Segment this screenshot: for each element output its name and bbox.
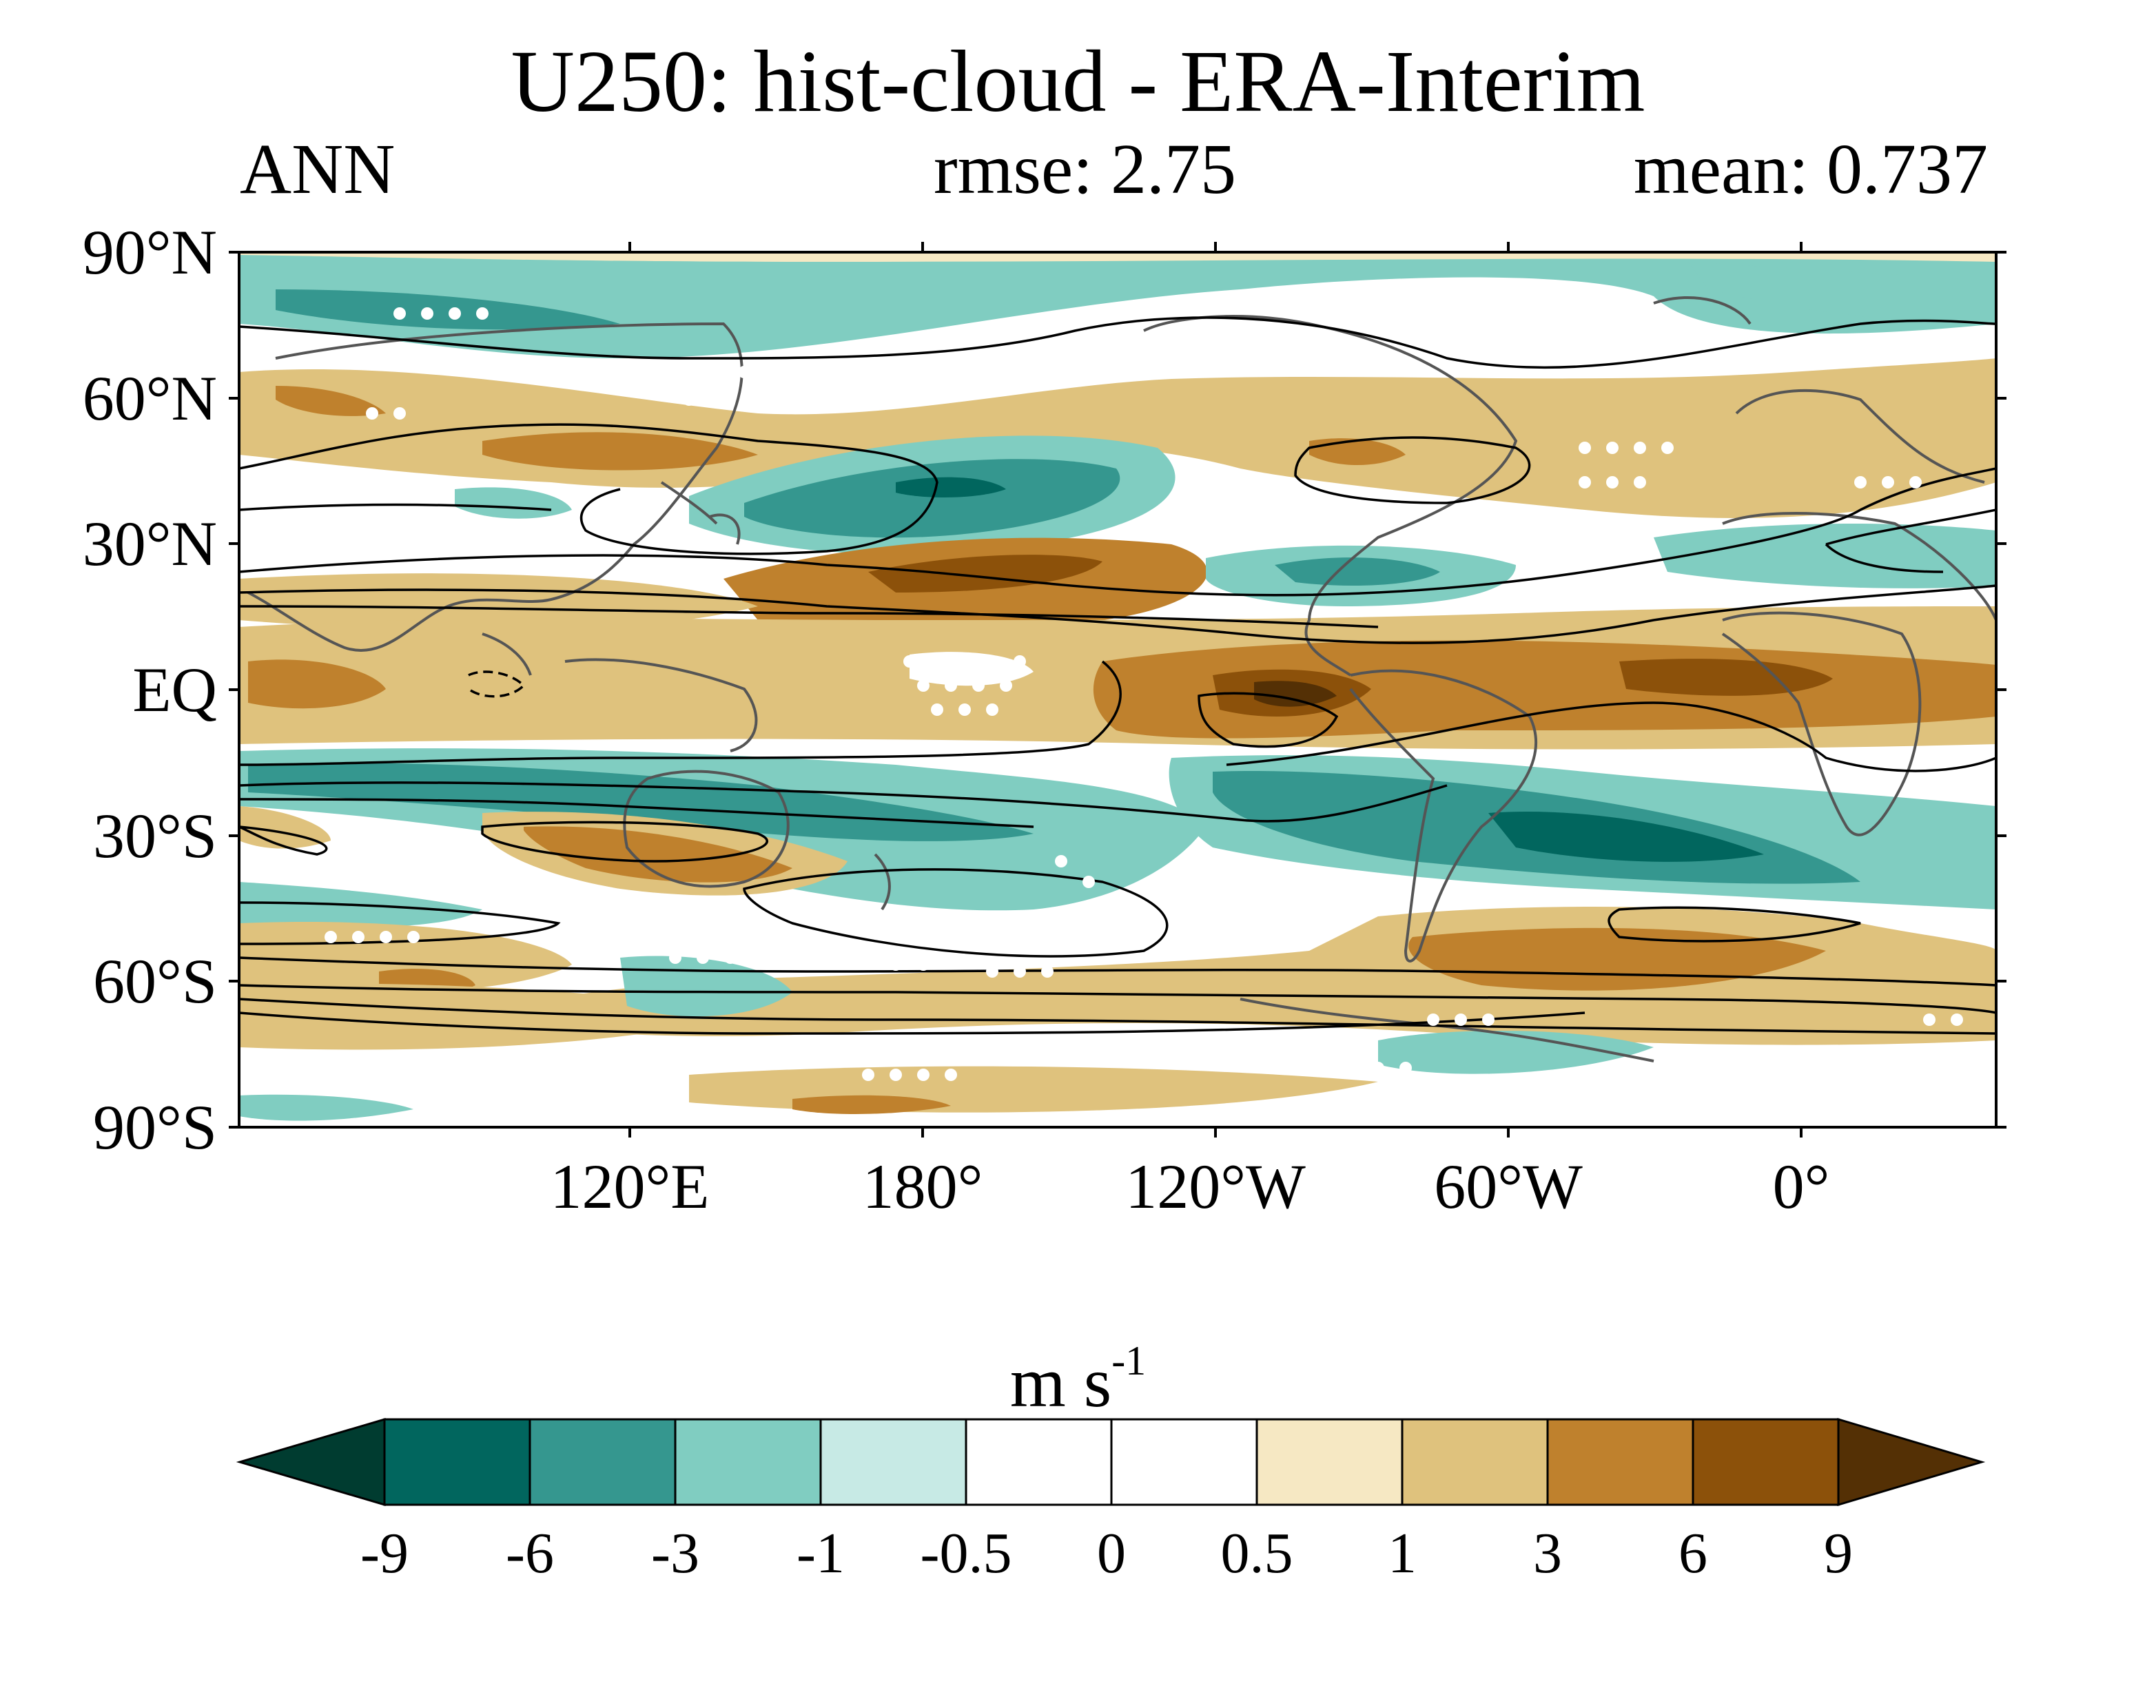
colorbar: [236, 1417, 1986, 1507]
ytick-90n: 90°N: [82, 217, 217, 287]
colorbar-label: -0.5: [920, 1521, 1012, 1585]
colorbar-box: [1255, 1418, 1404, 1506]
ytick-30s: 30°S: [93, 801, 217, 871]
xtick-60w: 60°W: [1434, 1151, 1583, 1222]
colorbar-box: [819, 1418, 967, 1506]
colorbar-box: [1692, 1418, 1840, 1506]
ytick-90s: 90°S: [93, 1092, 217, 1162]
climatology-contours: [239, 316, 1996, 1035]
significance-stippling: [325, 307, 1963, 1081]
colorbar-label: -1: [797, 1521, 845, 1585]
colorbar-box: [1110, 1418, 1258, 1506]
xtick-180: 180°: [862, 1151, 983, 1222]
colorbar-label: 3: [1533, 1521, 1562, 1585]
xtick-0: 0°: [1772, 1151, 1830, 1222]
ytick-60n: 60°N: [82, 363, 217, 433]
colorbar-extend-low: [236, 1417, 386, 1507]
colorbar-box: [965, 1418, 1113, 1506]
colorbar-box: [528, 1418, 677, 1506]
colorbar-label: -3: [651, 1521, 699, 1585]
colorbar-box: [1546, 1418, 1694, 1506]
season-label: ANN: [240, 130, 396, 209]
colorbar-box: [1401, 1418, 1549, 1506]
xtick-120w: 120°W: [1125, 1151, 1306, 1222]
colorbar-label: 9: [1824, 1521, 1853, 1585]
ytick-eq: EQ: [132, 655, 217, 725]
colorbar-label: -6: [506, 1521, 554, 1585]
mean-label: mean: 0.737: [1633, 130, 1988, 209]
rmse-label: rmse: 2.75: [934, 130, 1237, 209]
anomaly-field: [239, 252, 1996, 1127]
colorbar-box: [674, 1418, 822, 1506]
colorbar-units: m s-1: [0, 1319, 2156, 1424]
colorbar-label: 0.5: [1220, 1521, 1293, 1585]
colorbar-label: -9: [360, 1521, 409, 1585]
colorbar-label: 6: [1678, 1521, 1707, 1585]
map-title: U250: hist-cloud - ERA-Interim: [511, 32, 1645, 130]
xtick-120e: 120°E: [550, 1151, 710, 1222]
units-exponent: -1: [1111, 1338, 1147, 1383]
colorbar-label: 1: [1388, 1521, 1417, 1585]
colorbar-extend-high: [1837, 1417, 1986, 1507]
axis-ticks: [229, 242, 2006, 1138]
colorbar-label: 0: [1097, 1521, 1126, 1585]
colorbar-box: [383, 1418, 531, 1506]
ytick-60s: 60°S: [93, 946, 217, 1016]
units-base: m s: [1009, 1343, 1112, 1422]
ytick-30n: 30°N: [82, 508, 217, 579]
